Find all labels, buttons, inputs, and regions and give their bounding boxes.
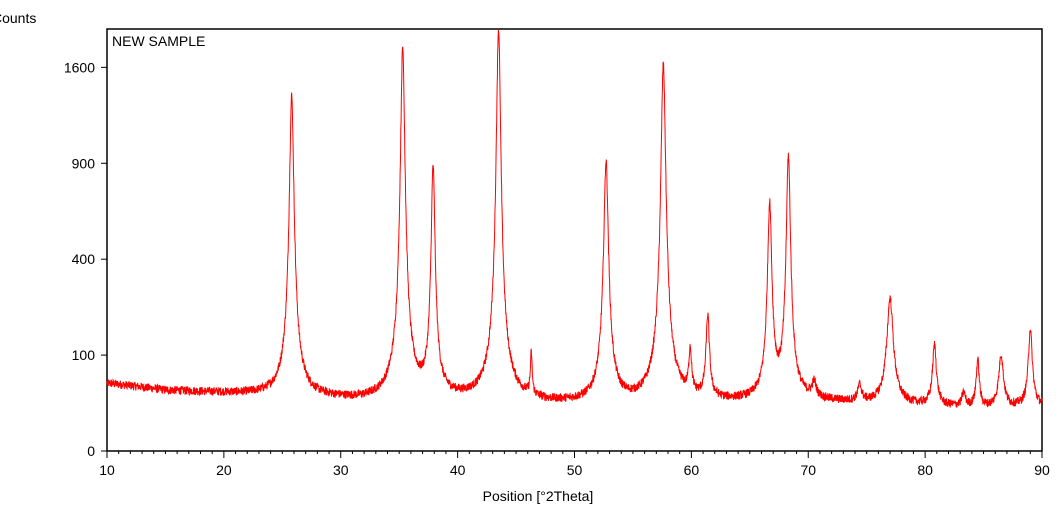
y-tick-label: 900 [72,155,96,171]
y-tick-label: 1600 [64,59,95,75]
y-tick-label: 0 [87,443,95,459]
x-tick-label: 60 [684,462,700,478]
diffraction-pattern-line [106,29,1043,409]
x-tick-label: 40 [450,462,466,478]
x-axis-title: Position [°2Theta] [483,488,594,504]
y-tick-label: 400 [72,251,96,267]
x-tick-label: 50 [567,462,583,478]
x-tick-label: 20 [216,462,232,478]
y-tick-label: 100 [72,347,96,363]
x-tick-label: 30 [333,462,349,478]
x-axis: 10 20 30 40 50 60 70 80 90 [99,451,1050,478]
chart-title: NEW SAMPLE [112,33,205,49]
x-tick-label: 90 [1034,462,1050,478]
x-tick-label: 70 [800,462,816,478]
y-axis-title: Counts [0,10,36,26]
x-tick-label: 10 [99,462,115,478]
plot-frame [106,28,1043,452]
y-axis: 0 100 400 900 1600 [64,59,107,459]
x-tick-label: 80 [917,462,933,478]
